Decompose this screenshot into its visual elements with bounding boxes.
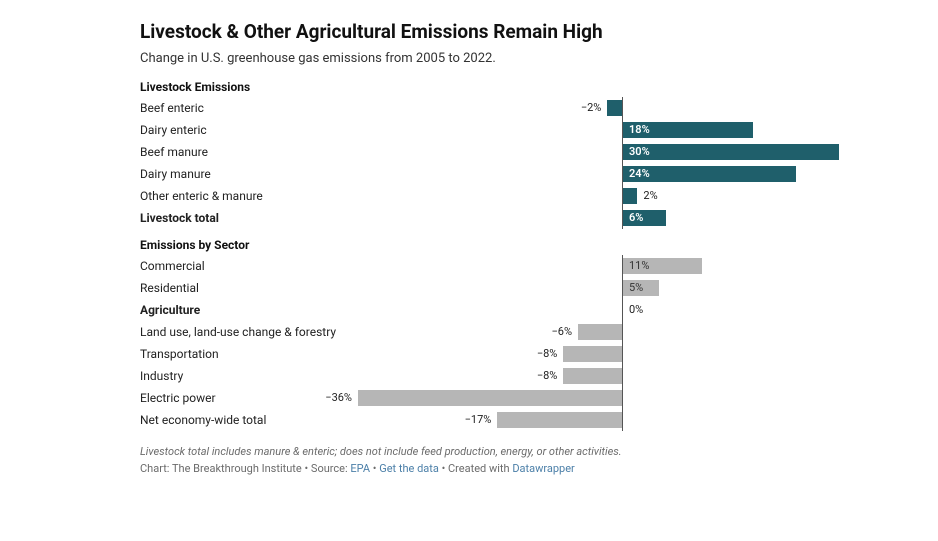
bar [563,368,622,384]
bar-area: −2% [358,99,838,117]
chart-row: Land use, land-use change & forestry −6% [140,322,838,342]
bar [578,324,622,340]
chart-row: Dairy enteric 18% [140,120,838,140]
row-label: Dairy manure [140,167,350,181]
bar [497,412,622,428]
value-label: −8% [537,345,564,363]
bar [358,390,622,406]
bar-area: −17% [358,411,838,429]
chart-row: Other enteric & manure 2% [140,186,838,206]
value-label: 0% [623,301,643,319]
value-label: 5% [623,279,649,297]
value-label: 11% [623,257,655,275]
value-label: 2% [637,187,657,205]
bar-area: 0% [358,301,838,319]
footer-chart-prefix: Chart: [140,462,172,475]
row-label: Net economy-wide total [140,413,350,427]
value-label: −17% [465,411,498,429]
footer-created-prefix: Created with [448,462,512,475]
chart-row: Commercial 11% [140,256,838,276]
footer-get-data-link[interactable]: Get the data [379,462,439,475]
footer-source-link[interactable]: EPA [350,462,370,475]
zero-axis [622,409,623,431]
row-label: Other enteric & manure [140,189,350,203]
value-label: −36% [325,389,358,407]
chart-row: Agriculture 0% [140,300,838,320]
zero-axis [622,343,623,365]
footer-sep: • [439,462,448,475]
section-heading-sector: Emissions by Sector [140,238,838,252]
row-label: Residential [140,281,350,295]
row-label: Industry [140,369,350,383]
chart-subtitle: Change in U.S. greenhouse gas emissions … [140,51,838,66]
chart-row: Electric power−36% [140,388,838,408]
chart-title: Livestock & Other Agricultural Emissions… [140,20,838,43]
bar-area: 5% [358,279,838,297]
value-label: −8% [537,367,564,385]
value-label: 6% [623,209,649,227]
value-label: 24% [623,165,656,183]
value-label: −6% [551,323,578,341]
zero-axis [622,97,623,119]
bar-area: 6% [358,209,838,227]
zero-axis [622,365,623,387]
bar-area: 11% [358,257,838,275]
bar-area: −36% [358,389,838,407]
value-label: 18% [623,121,656,139]
bar [563,346,622,362]
footer-datawrapper-link[interactable]: Datawrapper [512,462,574,475]
chart-row: Livestock total 6% [140,208,838,228]
chart-footer: Livestock total includes manure & enteri… [140,444,838,477]
footer-sep: • [370,462,379,475]
row-label: Beef manure [140,145,350,159]
bar-area: 2% [358,187,838,205]
bar [623,188,637,204]
row-label: Agriculture [140,303,350,317]
footer-credits: Chart: The Breakthrough Institute • Sour… [140,461,838,478]
row-label: Transportation [140,347,350,361]
section-heading-livestock: Livestock Emissions [140,80,838,94]
chart-row: Net economy-wide total −17% [140,410,838,430]
chart-row: Transportation −8% [140,344,838,364]
row-label: Beef enteric [140,101,350,115]
bar-area: 24% [358,165,838,183]
chart-row: Industry −8% [140,366,838,386]
footer-chart-source: The Breakthrough Institute [172,462,302,475]
row-label: Livestock total [140,211,350,225]
row-label: Land use, land-use change & forestry [140,325,350,339]
bar-area: −6% [358,323,838,341]
bar-area: −8% [358,367,838,385]
footer-note: Livestock total includes manure & enteri… [140,444,838,461]
chart-row: Beef enteric −2% [140,98,838,118]
chart-row: Residential 5% [140,278,838,298]
value-label: −2% [581,99,608,117]
bar-area: 18% [358,121,838,139]
row-label: Dairy enteric [140,123,350,137]
bar-area: −8% [358,345,838,363]
footer-source-prefix: Source: [311,462,350,475]
bar-chart: Livestock Emissions Beef enteric −2% Dairy … [140,80,838,430]
chart-row: Dairy manure 24% [140,164,838,184]
row-label: Commercial [140,259,350,273]
value-label: 30% [623,143,656,161]
bar-area: 30% [358,143,838,161]
chart-row: Beef manure 30% [140,142,838,162]
footer-sep: • [302,462,311,475]
zero-axis [622,387,623,409]
bar [607,100,622,116]
row-label: Electric power [140,391,350,405]
zero-axis [622,321,623,343]
